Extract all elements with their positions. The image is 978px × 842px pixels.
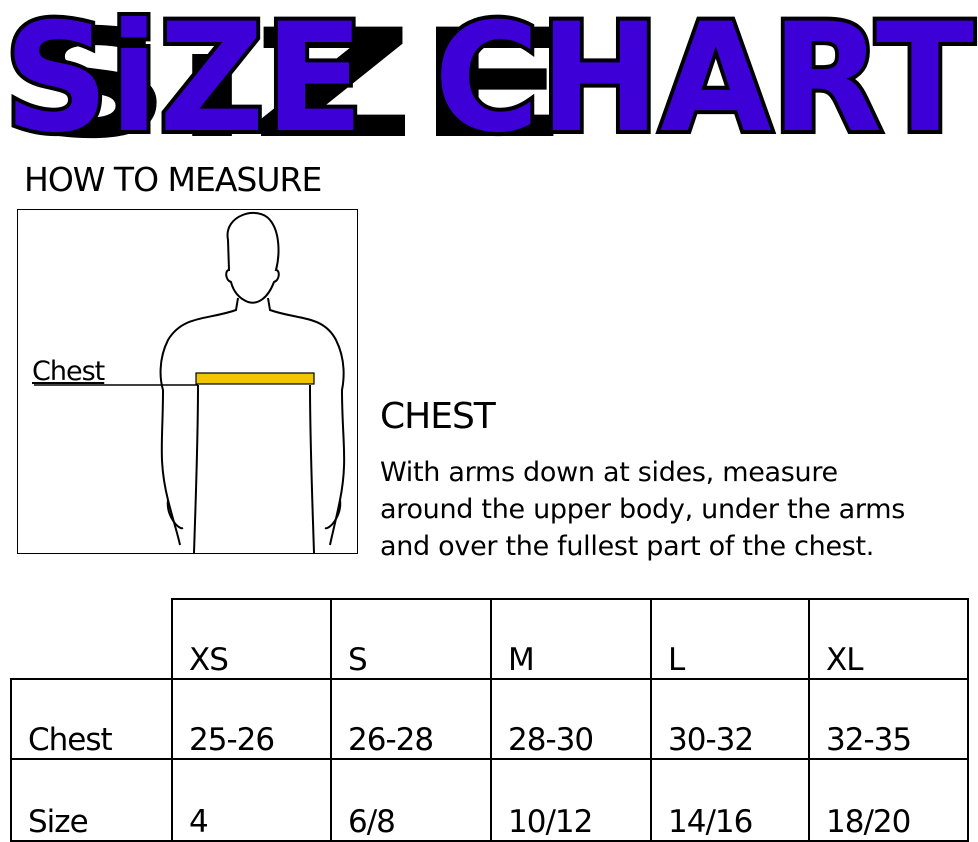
chest-label: Chest (32, 356, 105, 387)
cell-text: 30-32 (668, 722, 754, 758)
title-shadow: SiZE (10, 0, 570, 150)
chest-heading: CHEST (380, 396, 496, 437)
table-cell: 25-26 (171, 678, 332, 760)
how-to-measure-heading: HOW TO MEASURE (24, 160, 322, 199)
cell-text: 25-26 (189, 722, 275, 758)
body-outline-illustration (34, 211, 346, 554)
cell-text: XL (826, 642, 864, 678)
table-cell: 10/12 (490, 758, 652, 842)
cell-text: 32-35 (826, 722, 912, 758)
cell-text: 18/20 (826, 804, 911, 840)
size-header-cell: XS (171, 598, 332, 680)
cell-text: S (348, 642, 368, 678)
title-word-size: SiZE (4, 0, 364, 150)
cell-text: 28-30 (508, 722, 594, 758)
table-cell: 30-32 (650, 678, 810, 760)
cell-text: Chest (28, 722, 113, 758)
description-line: and over the fullest part of the chest. (380, 531, 875, 562)
description-line: With arms down at sides, measure (380, 457, 838, 488)
chest-description: With arms down at sides, measure around … (380, 454, 978, 565)
size-header-cell: S (330, 598, 492, 680)
table-cell: 6/8 (330, 758, 492, 842)
size-header-cell: XL (808, 598, 969, 680)
measuring-tape (195, 372, 315, 385)
title-word-chart: CHART (434, 0, 974, 150)
table-cell: 26-28 (330, 678, 492, 760)
cell-text: M (508, 642, 535, 678)
table-cell: 28-30 (490, 678, 652, 760)
row-label-cell: Chest (10, 678, 173, 760)
table-cell: 18/20 (808, 758, 969, 842)
cell-text: 10/12 (508, 804, 593, 840)
cell-text: 26-28 (348, 722, 434, 758)
table-cell: 32-35 (808, 678, 969, 760)
cell-text: 14/16 (668, 804, 753, 840)
table-cell: 14/16 (650, 758, 810, 842)
size-chart-title: SiZE SiZE CHART (0, 0, 978, 150)
size-header-cell: M (490, 598, 652, 680)
cell-text: L (668, 642, 685, 678)
table-cell: 4 (171, 758, 332, 842)
size-header-cell: L (650, 598, 810, 680)
cell-text: 6/8 (348, 804, 396, 840)
cell-text: XS (189, 642, 229, 678)
row-label-cell: Size (10, 758, 173, 842)
description-line: around the upper body, under the arms (380, 494, 906, 525)
cell-text: Size (28, 804, 89, 840)
cell-text: 4 (189, 804, 209, 840)
measurement-figure: Chest (17, 209, 358, 554)
